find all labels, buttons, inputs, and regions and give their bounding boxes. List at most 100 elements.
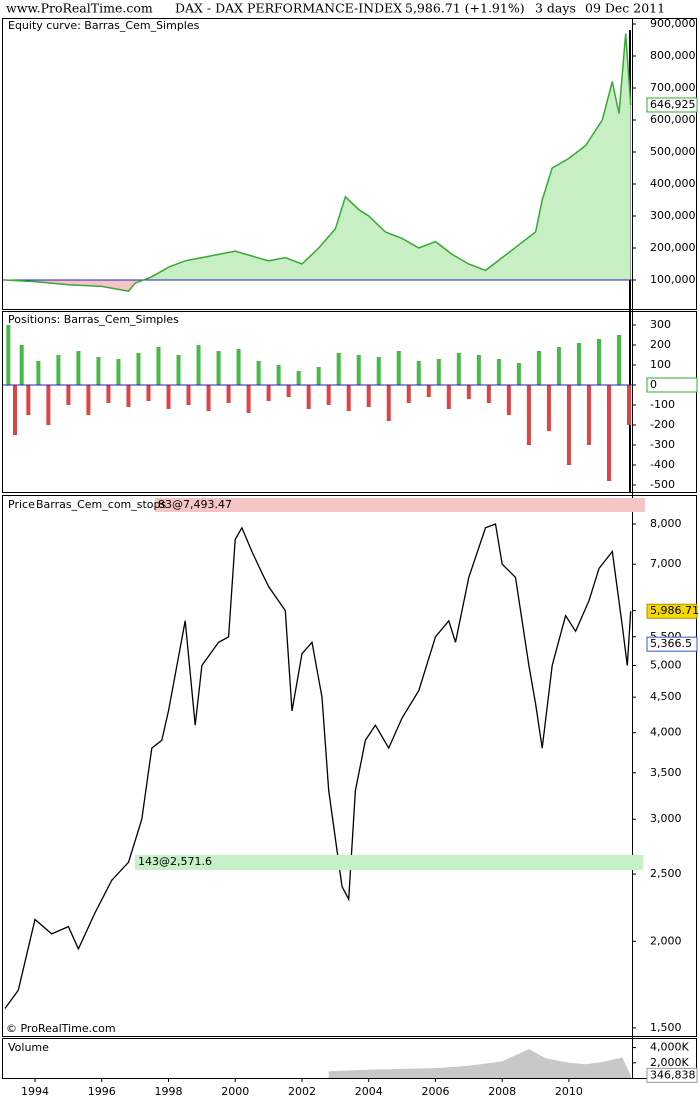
position-bar bbox=[26, 385, 31, 415]
panel-frame bbox=[2, 495, 697, 1037]
area-fill-below bbox=[5, 280, 631, 292]
y-tick-label: 200,000 bbox=[650, 241, 696, 254]
header-bar bbox=[0, 0, 700, 18]
annotation: 83@7,493.47 bbox=[158, 498, 232, 511]
position-bar bbox=[186, 385, 191, 405]
y-tick-label: -100 bbox=[650, 398, 675, 411]
position-bar bbox=[496, 359, 501, 385]
indicator-name: Barras_Cem_com_stops bbox=[36, 498, 167, 511]
position-bar bbox=[486, 385, 491, 403]
position-bar bbox=[96, 357, 101, 385]
position-bar bbox=[336, 353, 341, 385]
panel-title: Positions: Barras_Cem_Simples bbox=[8, 313, 179, 326]
copyright: © ProRealTime.com bbox=[6, 1022, 116, 1035]
last-value-box bbox=[646, 603, 698, 619]
y-tick-label: 7,000 bbox=[650, 557, 682, 570]
period: 3 days bbox=[535, 1, 576, 16]
panel-title: Equity curve: Barras_Cem_Simples bbox=[8, 19, 200, 32]
panel-frame bbox=[2, 311, 697, 493]
position-bar bbox=[176, 355, 181, 385]
area-fill bbox=[5, 33, 631, 280]
y-tick-label: -200 bbox=[650, 418, 675, 431]
position-bar bbox=[86, 385, 91, 415]
y-tick-label: 4,000K bbox=[650, 1041, 689, 1054]
position-bar bbox=[586, 385, 591, 445]
position-bar bbox=[146, 385, 151, 401]
x-tick-label: 1994 bbox=[21, 1085, 49, 1098]
x-tick-label: 2006 bbox=[421, 1085, 449, 1098]
position-bar bbox=[256, 361, 261, 385]
y-tick-label: 100,000 bbox=[650, 273, 696, 286]
position-bar bbox=[426, 385, 431, 397]
y-tick-label: -500 bbox=[650, 478, 675, 491]
x-tick-label: 2000 bbox=[221, 1085, 249, 1098]
y-tick-label: 2,000 bbox=[650, 934, 682, 947]
annotation-strip bbox=[155, 498, 645, 512]
y-tick-label: 2,500 bbox=[650, 867, 682, 880]
position-bar bbox=[536, 351, 541, 385]
position-bar bbox=[356, 355, 361, 385]
y-tick-label: 8,000 bbox=[650, 517, 682, 530]
position-bar bbox=[196, 345, 201, 385]
position-bar bbox=[236, 349, 241, 385]
y-tick-label: 700,000 bbox=[650, 81, 696, 94]
equity-line bbox=[4, 33, 632, 293]
panel-frame bbox=[2, 18, 697, 310]
position-bar bbox=[56, 355, 61, 385]
position-bar bbox=[626, 385, 631, 425]
y-tick-label: 400,000 bbox=[650, 177, 696, 190]
y-tick-label: 600,000 bbox=[650, 113, 696, 126]
position-bar bbox=[46, 385, 51, 425]
position-bar bbox=[596, 339, 601, 385]
last-value-label: 0 bbox=[650, 378, 657, 391]
position-bar bbox=[116, 359, 121, 385]
position-bar bbox=[19, 345, 24, 385]
x-tick-label: 1998 bbox=[155, 1085, 183, 1098]
annotation: 143@2,571.6 bbox=[138, 855, 212, 868]
position-bar bbox=[376, 357, 381, 385]
position-bar bbox=[226, 385, 231, 403]
y-tick-label: 1,500 bbox=[650, 1021, 682, 1034]
position-bar bbox=[166, 385, 171, 409]
position-bar bbox=[286, 385, 291, 397]
position-bar bbox=[36, 361, 41, 385]
last-value-box bbox=[646, 377, 698, 393]
annotation-strip bbox=[135, 855, 643, 870]
y-tick-label: 900,000 bbox=[650, 17, 696, 30]
x-tick-label: 2008 bbox=[488, 1085, 516, 1098]
instrument: DAX - DAX PERFORMANCE-INDEX bbox=[175, 1, 402, 16]
y-tick-label: 3,500 bbox=[650, 766, 682, 779]
position-bar bbox=[506, 385, 511, 415]
position-bar bbox=[556, 347, 561, 385]
last-value-label: 5,986.71 bbox=[650, 604, 699, 617]
price-line bbox=[4, 523, 632, 1009]
position-bar bbox=[416, 361, 421, 385]
position-bar bbox=[466, 385, 471, 399]
position-bar bbox=[13, 385, 18, 435]
y-tick-label: 300 bbox=[650, 318, 671, 331]
panel-title: Volume bbox=[8, 1041, 49, 1054]
y-tick-label: 2,000K bbox=[650, 1056, 689, 1069]
y-tick-label: 500,000 bbox=[650, 145, 696, 158]
position-bar bbox=[6, 325, 11, 385]
position-bar bbox=[246, 385, 251, 413]
position-bar bbox=[66, 385, 71, 405]
position-bar bbox=[266, 385, 271, 401]
last-value-box bbox=[646, 97, 698, 113]
position-bar bbox=[326, 385, 331, 405]
position-bar bbox=[606, 385, 611, 481]
y-tick-label: 3,000 bbox=[650, 812, 682, 825]
position-bar bbox=[126, 385, 131, 407]
position-bar bbox=[406, 385, 411, 403]
position-bar bbox=[156, 347, 161, 385]
position-bar bbox=[136, 353, 141, 385]
position-bar bbox=[306, 385, 311, 409]
x-tick-label: 2010 bbox=[555, 1085, 583, 1098]
position-bar bbox=[446, 385, 451, 409]
position-bar bbox=[476, 355, 481, 385]
y-tick-label: 200 bbox=[650, 338, 671, 351]
y-tick-label: -300 bbox=[650, 438, 675, 451]
position-bar bbox=[76, 351, 81, 385]
last-value-label: 646,925 bbox=[650, 98, 696, 111]
